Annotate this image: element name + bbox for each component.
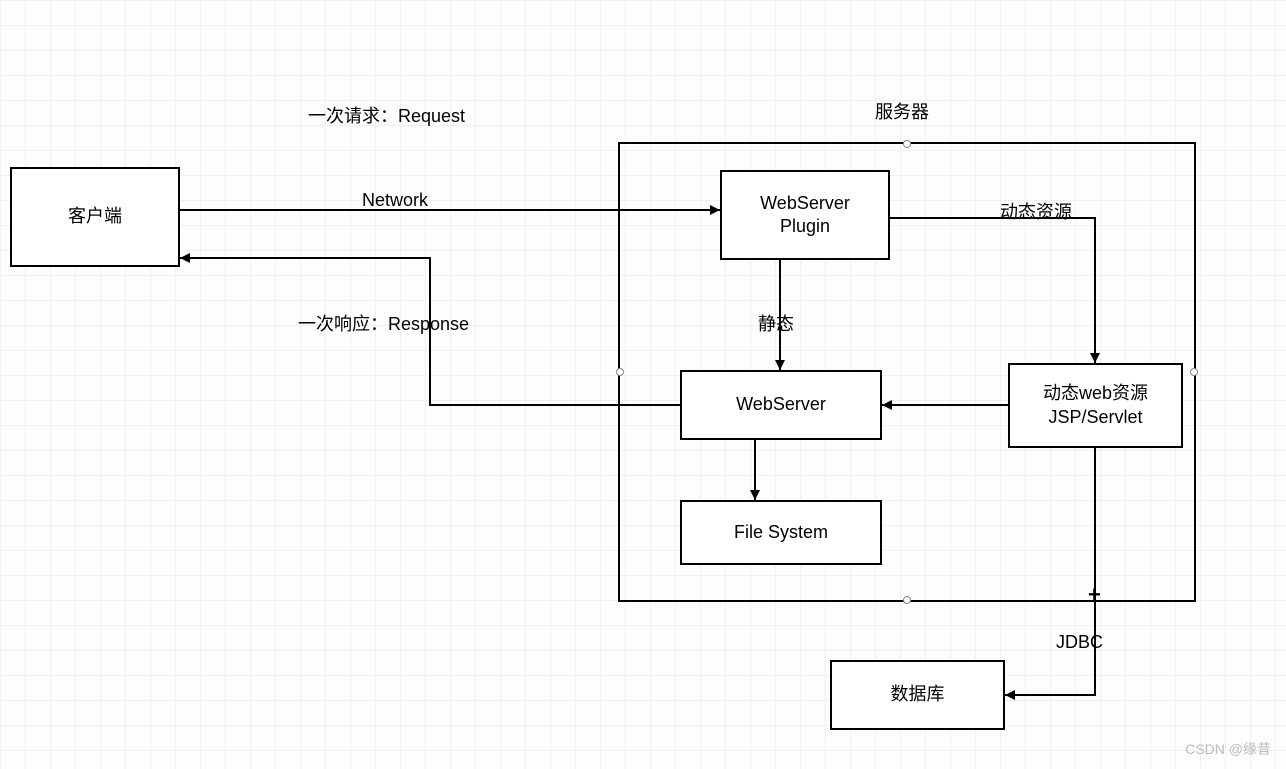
response-label: 一次响应：Response <box>298 310 469 336</box>
filesystem-label: File System <box>734 521 828 544</box>
database-node[interactable]: 数据库 <box>830 660 1005 730</box>
dynamic-label: 动态资源 <box>1000 198 1072 224</box>
webserver-label: WebServer <box>736 393 826 416</box>
request-label: 一次请求：Request <box>308 102 465 128</box>
static-label: 静态 <box>758 310 794 336</box>
webserver-plugin-label: WebServer Plugin <box>760 192 850 239</box>
client-node[interactable]: 客户端 <box>10 167 180 267</box>
webserver-plugin-node[interactable]: WebServer Plugin <box>720 170 890 260</box>
dynamic-resource-label: 动态web资源 JSP/Servlet <box>1043 382 1148 429</box>
database-label: 数据库 <box>891 683 945 706</box>
server-label: 服务器 <box>875 98 929 124</box>
webserver-node[interactable]: WebServer <box>680 370 882 440</box>
watermark: CSDN @缘昔 <box>1185 739 1271 759</box>
jdbc-label: JDBC <box>1056 632 1103 653</box>
client-label: 客户端 <box>68 205 122 228</box>
dynamic-resource-node[interactable]: 动态web资源 JSP/Servlet <box>1008 363 1183 448</box>
filesystem-node[interactable]: File System <box>680 500 882 565</box>
network-label: Network <box>362 190 428 211</box>
cursor-cross-icon: + <box>1088 582 1101 608</box>
